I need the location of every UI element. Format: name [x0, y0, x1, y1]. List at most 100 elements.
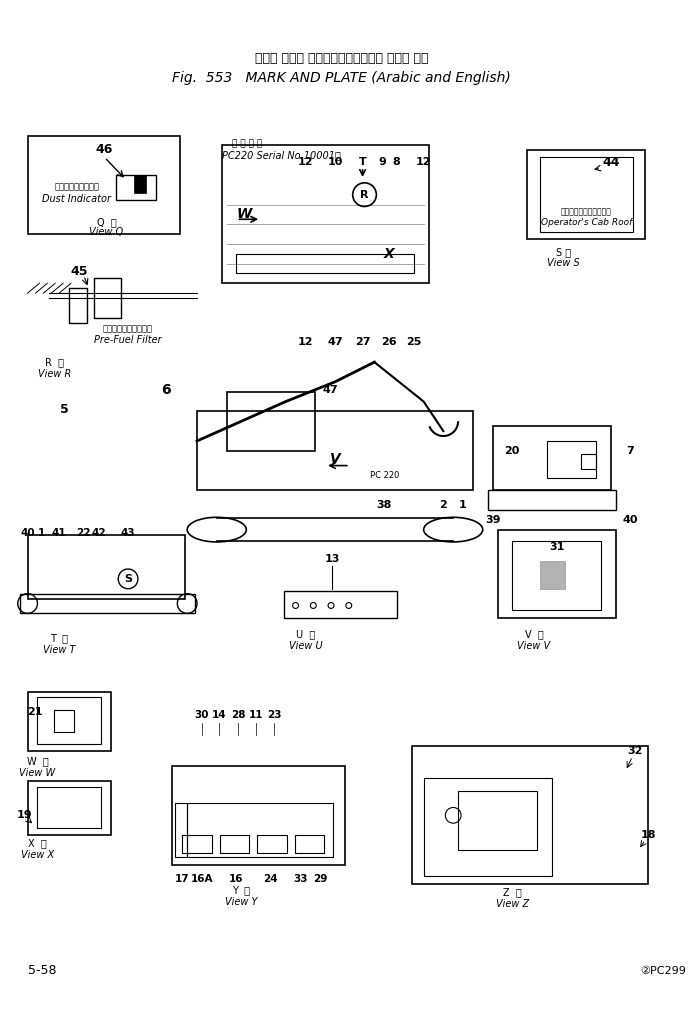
Text: 12: 12: [298, 337, 313, 347]
Text: 22: 22: [76, 528, 91, 538]
Text: Operator's Cab Roof: Operator's Cab Roof: [541, 218, 632, 227]
Bar: [512, 542, 601, 610]
Text: 18: 18: [641, 830, 656, 840]
Bar: [28, 692, 111, 752]
Text: View Y: View Y: [225, 897, 257, 907]
Text: T  視: T 視: [50, 633, 68, 643]
Bar: [69, 289, 87, 323]
Text: Y  視: Y 視: [232, 885, 251, 895]
Text: 1: 1: [459, 500, 467, 510]
Bar: [257, 835, 287, 853]
Text: R: R: [360, 190, 369, 200]
Bar: [37, 697, 101, 745]
Text: 19: 19: [17, 810, 33, 820]
Bar: [221, 145, 429, 284]
Text: 17: 17: [175, 875, 189, 884]
Text: Pre-Fuel Filter: Pre-Fuel Filter: [94, 335, 162, 345]
Text: 14: 14: [212, 710, 226, 719]
Bar: [187, 802, 333, 857]
Text: マーク および プレート　アラビア語 および 英語: マーク および プレート アラビア語 および 英語: [255, 52, 429, 66]
Text: View U: View U: [289, 641, 322, 651]
Text: V: V: [330, 452, 340, 466]
Text: 普 参 考 用: 普 参 考 用: [232, 139, 262, 148]
Text: 7: 7: [627, 446, 634, 456]
Bar: [28, 135, 180, 234]
Text: PC220 Serial No.10001～: PC220 Serial No.10001～: [221, 150, 341, 160]
Text: View Z: View Z: [496, 899, 529, 909]
Bar: [19, 593, 195, 613]
Text: X: X: [384, 247, 394, 260]
Text: 47: 47: [327, 337, 343, 347]
Bar: [197, 412, 473, 490]
Bar: [547, 441, 596, 478]
Bar: [220, 835, 249, 853]
Text: 33: 33: [294, 875, 307, 884]
Bar: [176, 802, 187, 857]
Text: 8: 8: [392, 157, 400, 167]
Text: 42: 42: [91, 528, 105, 538]
Text: 23: 23: [266, 710, 281, 719]
Text: V  視: V 視: [525, 629, 543, 639]
Text: 5-58: 5-58: [28, 965, 56, 978]
Bar: [28, 535, 185, 598]
Text: 46: 46: [96, 143, 113, 155]
Text: Q  視: Q 視: [96, 217, 117, 227]
Text: 26: 26: [381, 337, 397, 347]
Bar: [582, 454, 596, 468]
Bar: [294, 835, 324, 853]
Text: S: S: [124, 574, 132, 584]
Bar: [28, 781, 111, 835]
Bar: [498, 530, 616, 619]
Text: Z  視: Z 視: [503, 887, 522, 897]
Bar: [493, 426, 611, 490]
Text: 39: 39: [485, 515, 500, 525]
Bar: [227, 391, 315, 451]
Bar: [488, 490, 616, 510]
Text: 2: 2: [439, 500, 447, 510]
Text: 16: 16: [229, 875, 244, 884]
Text: 40: 40: [623, 515, 638, 525]
Bar: [117, 175, 155, 200]
Text: 9: 9: [378, 157, 386, 167]
Text: 21: 21: [27, 707, 42, 716]
Text: View S: View S: [547, 257, 580, 267]
Text: 30: 30: [195, 710, 209, 719]
Text: View W: View W: [19, 768, 56, 778]
Bar: [527, 150, 645, 239]
Text: 16A: 16A: [191, 875, 213, 884]
Text: W: W: [237, 208, 252, 221]
Bar: [54, 710, 74, 732]
Text: 24: 24: [264, 875, 278, 884]
Bar: [94, 278, 121, 318]
Text: 27: 27: [355, 337, 371, 347]
Text: R  視: R 視: [44, 357, 64, 367]
Text: View R: View R: [37, 369, 71, 379]
Text: 6: 6: [161, 382, 170, 397]
Text: 12: 12: [298, 157, 313, 167]
Text: 5: 5: [60, 403, 69, 416]
Bar: [172, 766, 345, 865]
Text: U  視: U 視: [296, 629, 315, 639]
Text: 45: 45: [70, 265, 87, 278]
Bar: [540, 157, 632, 232]
Text: 41: 41: [52, 528, 67, 538]
Text: 1: 1: [37, 528, 45, 538]
Text: View V: View V: [518, 641, 550, 651]
Bar: [134, 175, 146, 193]
Text: 13: 13: [324, 554, 339, 564]
Text: ②PC299: ②PC299: [641, 966, 686, 976]
Bar: [458, 791, 537, 850]
Text: Fig.  553   MARK AND PLATE (Arabic and English): Fig. 553 MARK AND PLATE (Arabic and Engl…: [173, 72, 511, 86]
Text: 28: 28: [231, 710, 246, 719]
Text: プサフュエルフィルタ: プサフュエルフィルタ: [103, 324, 153, 333]
Text: View Q: View Q: [90, 227, 124, 237]
Text: View T: View T: [43, 645, 76, 655]
Text: T: T: [359, 157, 366, 167]
Text: X  視: X 視: [28, 837, 46, 848]
Text: 20: 20: [505, 446, 520, 456]
Text: 29: 29: [313, 875, 328, 884]
Bar: [183, 835, 212, 853]
Text: 38: 38: [377, 500, 392, 510]
Text: 31: 31: [549, 543, 564, 552]
Bar: [237, 253, 414, 273]
